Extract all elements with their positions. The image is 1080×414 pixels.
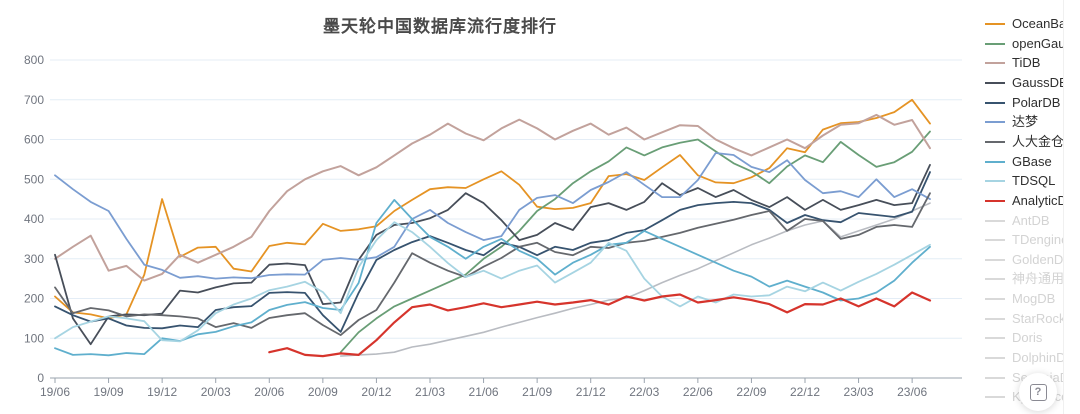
y-axis-tick-label: 600 bbox=[24, 133, 44, 147]
legend-label: 神舟通用 bbox=[1012, 271, 1065, 287]
legend-item-PolarDB[interactable]: PolarDB bbox=[985, 95, 1060, 111]
y-axis-tick-label: 300 bbox=[24, 252, 44, 266]
legend-item-人大金仓[interactable]: 人大金仓 bbox=[985, 134, 1064, 150]
legend-line-swatch bbox=[985, 337, 1005, 340]
x-axis-tick-label: 22/09 bbox=[736, 385, 766, 399]
legend-label: AntDB bbox=[1012, 212, 1050, 228]
legend-label: 人大金仓 bbox=[1012, 133, 1065, 149]
series-line-unhighlighted bbox=[339, 202, 931, 357]
series-line-TiDB bbox=[54, 113, 931, 282]
legend-line-swatch bbox=[985, 357, 1005, 360]
legend-item-达梦[interactable]: 达梦 bbox=[985, 114, 1038, 130]
legend-line-swatch bbox=[985, 23, 1005, 25]
legend-line-swatch bbox=[985, 160, 1005, 163]
legend-line-swatch bbox=[985, 298, 1005, 301]
legend-item-GaussDB[interactable]: GaussDB bbox=[985, 75, 1068, 91]
legend-line-swatch bbox=[985, 140, 1005, 143]
chart-title: 墨天轮中国数据库流行度排行 bbox=[323, 17, 557, 36]
legend-line-swatch bbox=[985, 239, 1005, 242]
legend-label: openGauss bbox=[1012, 35, 1079, 51]
legend-item-Doris[interactable]: Doris bbox=[985, 330, 1042, 346]
series-line-openGauss bbox=[339, 130, 931, 354]
series-line-TDSQL bbox=[54, 221, 931, 343]
x-axis-tick-label: 21/09 bbox=[522, 385, 552, 399]
x-axis-tick-label: 20/03 bbox=[201, 385, 231, 399]
legend-label: AnalyticDB bbox=[1012, 192, 1076, 208]
legend-item-AnalyticDB[interactable]: AnalyticDB bbox=[985, 193, 1076, 209]
legend-item-GBase[interactable]: GBase bbox=[985, 154, 1052, 170]
y-axis-tick-label: 700 bbox=[24, 93, 44, 107]
scrollbar-track[interactable] bbox=[1063, 0, 1080, 414]
legend-line-swatch bbox=[985, 42, 1005, 45]
legend-item-神舟通用[interactable]: 神舟通用 bbox=[985, 271, 1064, 287]
x-axis-tick-label: 22/12 bbox=[790, 385, 820, 399]
legend-label: TiDB bbox=[1012, 55, 1041, 71]
series-line-达梦 bbox=[54, 152, 931, 280]
legend-item-OceanBase[interactable]: OceanBase bbox=[985, 16, 1080, 32]
legend-line-swatch bbox=[985, 81, 1005, 84]
y-axis-tick-label: 400 bbox=[24, 212, 44, 226]
series-line-GaussDB bbox=[54, 163, 931, 346]
x-axis-tick-label: 22/03 bbox=[629, 385, 659, 399]
legend-label: TDengine bbox=[1012, 232, 1069, 248]
legend-label: OceanBase bbox=[1012, 16, 1080, 31]
help-button[interactable]: ? bbox=[1019, 373, 1057, 411]
legend-item-TiDB[interactable]: TiDB bbox=[985, 55, 1040, 71]
y-axis-tick-label: 100 bbox=[24, 331, 44, 345]
legend-label: GaussDB bbox=[1012, 74, 1068, 90]
y-axis-tick-label: 0 bbox=[37, 371, 44, 385]
x-axis-tick-label: 21/12 bbox=[576, 385, 606, 399]
legend-item-TDengine[interactable]: TDengine bbox=[985, 232, 1068, 248]
series-line-AnalyticDB bbox=[268, 291, 932, 358]
legend-item-MogDB[interactable]: MogDB bbox=[985, 291, 1055, 307]
x-axis-tick-label: 22/06 bbox=[683, 385, 713, 399]
legend-label: Doris bbox=[1012, 330, 1043, 346]
x-axis-tick-label: 20/12 bbox=[361, 385, 391, 399]
y-axis-tick-label: 800 bbox=[24, 53, 44, 67]
legend-label: GBase bbox=[1012, 153, 1052, 169]
legend-item-StarRocks[interactable]: StarRocks bbox=[985, 311, 1072, 327]
legend-item-GoldenDB[interactable]: GoldenDB bbox=[985, 252, 1072, 268]
legend-line-swatch bbox=[985, 199, 1005, 202]
legend-label: GoldenDB bbox=[1012, 251, 1072, 267]
legend-label: TDSQL bbox=[1012, 173, 1056, 189]
legend-item-openGauss[interactable]: openGauss bbox=[985, 36, 1079, 52]
x-axis-tick-label: 19/12 bbox=[147, 385, 177, 399]
question-icon: ? bbox=[1029, 383, 1047, 401]
legend-label: StarRocks bbox=[1012, 310, 1072, 326]
x-axis-tick-label: 20/06 bbox=[254, 385, 284, 399]
legend-line-swatch bbox=[985, 396, 1005, 399]
legend-label: PolarDB bbox=[1012, 94, 1061, 110]
legend-label: DolphinDB bbox=[1012, 350, 1075, 366]
legend-label: 达梦 bbox=[1012, 114, 1039, 130]
legend-line-swatch bbox=[985, 376, 1005, 379]
y-axis-tick-label: 200 bbox=[24, 292, 44, 306]
legend-line-swatch bbox=[985, 278, 1005, 281]
x-axis-tick-label: 19/06 bbox=[40, 385, 70, 399]
legend-item-TDSQL[interactable]: TDSQL bbox=[985, 173, 1055, 189]
legend-line-swatch bbox=[985, 101, 1005, 104]
series-line-GBase bbox=[54, 198, 931, 357]
legend-line-swatch bbox=[985, 317, 1005, 320]
x-axis-tick-label: 21/06 bbox=[469, 385, 499, 399]
x-axis-tick-label: 20/09 bbox=[308, 385, 338, 399]
legend-label: MogDB bbox=[1012, 291, 1056, 307]
legend-item-AntDB[interactable]: AntDB bbox=[985, 213, 1050, 229]
legend-line-swatch bbox=[985, 219, 1005, 222]
legend-line-swatch bbox=[985, 258, 1005, 261]
y-axis-tick-label: 500 bbox=[24, 172, 44, 186]
x-axis-tick-label: 23/03 bbox=[844, 385, 874, 399]
series-line-PolarDB bbox=[54, 171, 931, 333]
legend-item-DolphinDB[interactable]: DolphinDB bbox=[985, 350, 1074, 366]
legend-line-swatch bbox=[985, 180, 1005, 183]
x-axis-tick-label: 21/03 bbox=[415, 385, 445, 399]
legend-line-swatch bbox=[985, 62, 1005, 65]
x-axis-tick-label: 23/06 bbox=[897, 385, 927, 399]
legend-line-swatch bbox=[985, 121, 1005, 124]
x-axis-tick-label: 19/09 bbox=[94, 385, 124, 399]
series-line-OceanBase bbox=[54, 98, 931, 320]
series-line-人大金仓 bbox=[54, 192, 931, 337]
